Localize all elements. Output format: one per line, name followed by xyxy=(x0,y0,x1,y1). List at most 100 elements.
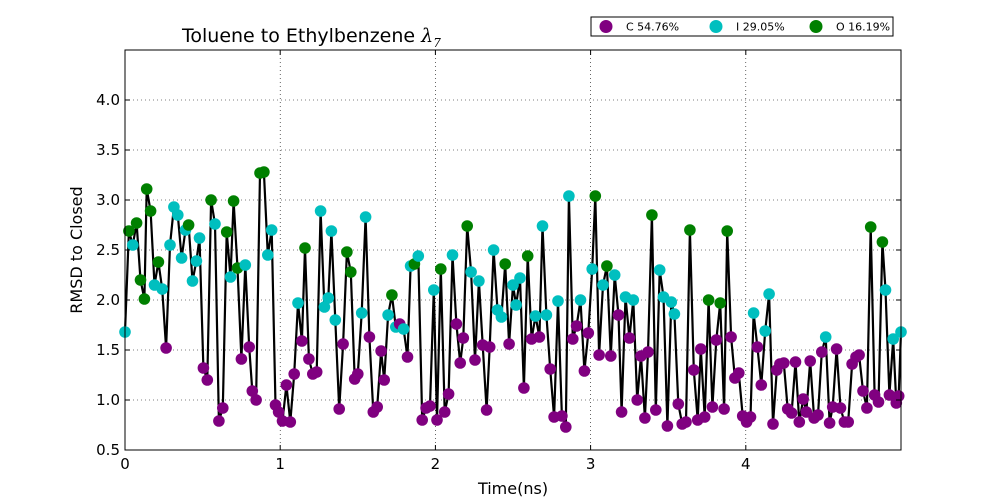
data-point-C xyxy=(333,403,346,415)
data-point-C xyxy=(431,414,443,426)
data-point-I xyxy=(156,283,168,295)
data-point-C xyxy=(371,401,384,413)
data-point-O xyxy=(589,190,602,202)
data-point-C xyxy=(605,350,617,362)
data-point-I xyxy=(428,284,440,296)
data-point-C xyxy=(401,351,414,363)
data-point-C xyxy=(480,404,493,416)
data-point-C xyxy=(363,331,376,343)
data-point-O xyxy=(721,225,733,237)
data-point-O xyxy=(499,258,512,270)
data-point-I xyxy=(653,264,666,276)
data-point-C xyxy=(352,368,364,380)
data-point-I xyxy=(747,307,760,319)
data-point-O xyxy=(258,166,270,178)
data-point-I xyxy=(597,279,609,291)
data-point-I xyxy=(397,323,410,335)
data-point-I xyxy=(586,263,598,275)
data-point-C xyxy=(296,335,308,347)
chart-title: Toluene to Ethylbenzene λ7 xyxy=(181,25,441,50)
data-point-C xyxy=(710,334,723,346)
data-point-I xyxy=(473,275,485,287)
x-tick-label: 1 xyxy=(275,455,285,473)
data-point-I xyxy=(446,249,459,261)
data-point-C xyxy=(718,403,730,415)
data-point-C xyxy=(454,357,467,369)
data-point-C xyxy=(582,327,595,339)
data-point-O xyxy=(646,209,658,221)
data-point-I xyxy=(563,190,575,202)
data-point-C xyxy=(830,343,843,355)
data-point-C xyxy=(284,416,297,428)
axis-ticks: 0 1 2 3 4 0.5 1.0 1.5 2.0 2.5 3.0 3.5 4.0 xyxy=(96,50,901,473)
data-point-C xyxy=(457,332,470,344)
data-point-I xyxy=(292,297,304,309)
data-point-I xyxy=(412,250,425,262)
x-tick-label: 4 xyxy=(741,455,751,473)
data-point-C xyxy=(217,402,229,414)
data-point-C xyxy=(375,345,387,357)
data-point-O xyxy=(461,220,474,232)
data-point-I xyxy=(164,239,176,251)
title-lambda-symbol: λ xyxy=(420,25,433,47)
data-point-C xyxy=(197,362,210,374)
data-point-I xyxy=(514,272,526,284)
data-point-C xyxy=(578,365,591,377)
data-point-O xyxy=(299,242,311,254)
data-point-C xyxy=(698,411,711,423)
data-point-O xyxy=(341,246,353,258)
y-tick-label: 1.0 xyxy=(96,391,120,409)
data-point-I xyxy=(487,244,500,256)
data-point-C xyxy=(861,402,873,414)
data-point-C xyxy=(755,379,768,391)
data-point-I xyxy=(322,292,335,304)
data-point-C xyxy=(201,374,214,386)
data-point-C xyxy=(642,346,654,358)
data-point-I xyxy=(190,255,203,267)
data-point-C xyxy=(483,341,496,353)
data-point-C xyxy=(442,388,455,400)
data-point-C xyxy=(631,394,643,406)
data-point-I xyxy=(382,309,394,321)
x-axis-label: Time(ns) xyxy=(477,479,548,498)
y-tick-label: 1.5 xyxy=(96,341,120,359)
data-point-O xyxy=(601,260,613,272)
y-tick-label: 0.5 xyxy=(96,441,120,459)
legend: C 54.76% I 29.05% O 16.19% xyxy=(590,16,894,37)
data-point-C xyxy=(793,416,806,428)
x-tick-label: 3 xyxy=(586,455,596,473)
data-point-I xyxy=(318,301,331,313)
data-point-C xyxy=(280,379,293,391)
data-point-I xyxy=(265,224,278,236)
data-point-C xyxy=(804,355,816,367)
legend-label-I: I 29.05% xyxy=(736,21,785,34)
y-tick-label: 2.5 xyxy=(96,241,120,259)
data-point-C xyxy=(450,318,463,330)
data-point-C xyxy=(853,349,865,361)
legend-marker-I xyxy=(709,20,723,33)
data-point-O xyxy=(435,263,447,275)
legend-label-C: C 54.76% xyxy=(626,21,679,34)
data-point-I xyxy=(262,249,274,261)
legend-marker-C xyxy=(599,20,613,33)
legend-label-O: O 16.19% xyxy=(836,21,890,34)
data-point-C xyxy=(560,421,572,433)
data-point-O xyxy=(521,250,534,262)
data-point-C xyxy=(892,390,905,402)
data-point-C xyxy=(288,368,301,380)
data-point-O xyxy=(864,221,877,233)
y-tick-label: 3.0 xyxy=(96,191,120,209)
data-point-O xyxy=(205,194,217,206)
data-point-C xyxy=(518,382,530,394)
data-point-C xyxy=(416,414,429,426)
data-point-C xyxy=(661,420,674,432)
data-point-C xyxy=(612,309,625,321)
data-point-I xyxy=(668,308,681,320)
data-points xyxy=(119,166,907,433)
data-point-O xyxy=(134,274,147,286)
data-point-I xyxy=(759,325,771,337)
data-point-C xyxy=(246,385,259,397)
data-point-C xyxy=(310,366,323,378)
data-point-I xyxy=(355,307,368,319)
